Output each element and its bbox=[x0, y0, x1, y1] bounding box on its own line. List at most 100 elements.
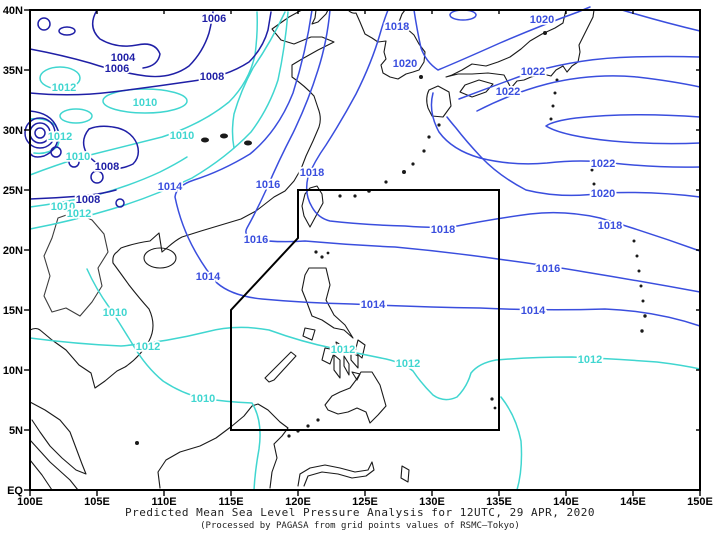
map-shape bbox=[639, 284, 643, 288]
map-shape bbox=[306, 424, 310, 428]
isobar-label-1020: 1020 bbox=[530, 14, 554, 26]
map-shape bbox=[343, 355, 350, 376]
isobar-label-1010: 1010 bbox=[66, 151, 90, 163]
isobar-loop bbox=[68, 156, 80, 168]
isobar-1024-lens bbox=[545, 113, 701, 145]
isobar-label-1010: 1010 bbox=[191, 393, 215, 405]
map-shape bbox=[324, 371, 387, 424]
map-shape bbox=[333, 354, 341, 379]
isobar-label-1008: 1008 bbox=[95, 161, 119, 173]
isobar-label-1014: 1014 bbox=[158, 181, 183, 193]
isobar-label-1020: 1020 bbox=[393, 58, 417, 70]
map-shape bbox=[641, 299, 645, 303]
isobar-label-1014: 1014 bbox=[196, 271, 221, 283]
map-shape bbox=[459, 79, 494, 98]
isobar-label-1016: 1016 bbox=[244, 234, 268, 246]
low-center-ring bbox=[34, 127, 46, 139]
lon-axis-label: 105E bbox=[84, 496, 110, 508]
isobar-1010 bbox=[500, 396, 523, 491]
lat-axis-label: 35N bbox=[3, 65, 23, 77]
map-shape bbox=[419, 75, 423, 79]
isobar-1022 bbox=[458, 55, 701, 100]
map-shape bbox=[353, 194, 357, 198]
map-shape bbox=[555, 78, 559, 82]
isobar-label-1012: 1012 bbox=[67, 208, 91, 220]
map-shape bbox=[549, 117, 553, 121]
isobar-label-1012: 1012 bbox=[331, 344, 355, 356]
isobar-loop bbox=[115, 198, 125, 208]
isobar-loop bbox=[58, 26, 76, 36]
isobar-1012 bbox=[29, 11, 289, 230]
map-shape bbox=[220, 133, 228, 139]
caption-block: Predicted Mean Sea Level Pressure Analys… bbox=[0, 506, 720, 531]
map-shape bbox=[400, 465, 410, 483]
map-shape bbox=[244, 140, 252, 146]
map-shape bbox=[301, 267, 354, 339]
map-shape bbox=[350, 351, 359, 369]
map-shape bbox=[592, 182, 596, 186]
isobar-1008 bbox=[29, 11, 272, 96]
isobar-1020 bbox=[413, 6, 591, 71]
isobar-1004 bbox=[91, 9, 161, 69]
map-shape bbox=[311, 9, 329, 25]
map-shape bbox=[264, 351, 297, 383]
map-shape bbox=[402, 170, 406, 174]
isobar-loop bbox=[59, 108, 93, 124]
lon-axis-label: 100E bbox=[17, 496, 43, 508]
map-shape bbox=[326, 251, 330, 255]
isobar-label-1010: 1010 bbox=[133, 97, 157, 109]
lat-axis-label: EQ bbox=[7, 485, 23, 497]
map-shape bbox=[43, 211, 109, 317]
map-shape bbox=[338, 194, 342, 198]
lon-axis-label: 115E bbox=[218, 496, 243, 508]
isobar-1010 bbox=[29, 156, 188, 208]
isobars-low bbox=[24, 9, 272, 208]
isobars-high bbox=[174, 6, 701, 327]
map-shape bbox=[437, 123, 441, 127]
isobar-label-1018: 1018 bbox=[300, 167, 324, 179]
map-shape bbox=[426, 85, 452, 118]
island-dots bbox=[135, 31, 647, 445]
map-shape bbox=[427, 135, 431, 139]
lat-axis-label: 15N bbox=[3, 305, 23, 317]
isobar-1016 bbox=[245, 9, 701, 293]
map-shape bbox=[354, 339, 366, 359]
lat-axis-label: 30N bbox=[3, 125, 23, 137]
lon-axis-label: 140E bbox=[553, 496, 579, 508]
isobar-label-1014: 1014 bbox=[361, 299, 386, 311]
isobar-label-1018: 1018 bbox=[598, 220, 622, 232]
isobar-1012 bbox=[231, 11, 286, 149]
isobar-1020 bbox=[446, 116, 701, 198]
isobar-1018 bbox=[305, 9, 701, 252]
map-shape bbox=[632, 239, 636, 243]
isobar-label-1022: 1022 bbox=[521, 66, 545, 78]
lat-axis-label: 40N bbox=[3, 5, 23, 17]
map-shape bbox=[29, 439, 79, 491]
isobar-label-1018: 1018 bbox=[385, 21, 409, 33]
map-shape bbox=[143, 247, 177, 269]
isobar-closed-loop bbox=[449, 9, 477, 21]
lat-axis-label: 20N bbox=[3, 245, 23, 257]
lon-axis-label: 135E bbox=[486, 496, 512, 508]
isobar-label-1012: 1012 bbox=[396, 358, 420, 370]
lat-axis-label: 25N bbox=[3, 185, 23, 197]
isobar-label-1022: 1022 bbox=[496, 86, 520, 98]
map-shape bbox=[135, 441, 139, 445]
isobar-label-1012: 1012 bbox=[136, 341, 160, 353]
map-shape bbox=[157, 403, 289, 489]
lon-axis-label: 130E bbox=[419, 496, 445, 508]
isobar-label-1008: 1008 bbox=[76, 194, 100, 206]
isobar-label-1018: 1018 bbox=[431, 224, 455, 236]
isobar-1010-loop bbox=[102, 88, 188, 114]
map-title: Predicted Mean Sea Level Pressure Analys… bbox=[124, 506, 596, 519]
lat-axis-label: 10N bbox=[3, 365, 23, 377]
map-shape bbox=[314, 250, 318, 254]
map-shape bbox=[643, 314, 647, 318]
isobar-1006 bbox=[29, 11, 214, 78]
map-shape bbox=[29, 459, 53, 491]
isobar-1008-low-center bbox=[82, 125, 140, 170]
isobar-label-1016: 1016 bbox=[256, 179, 280, 191]
map-subtitle: (Processed by PAGASA from grid points va… bbox=[200, 521, 520, 531]
